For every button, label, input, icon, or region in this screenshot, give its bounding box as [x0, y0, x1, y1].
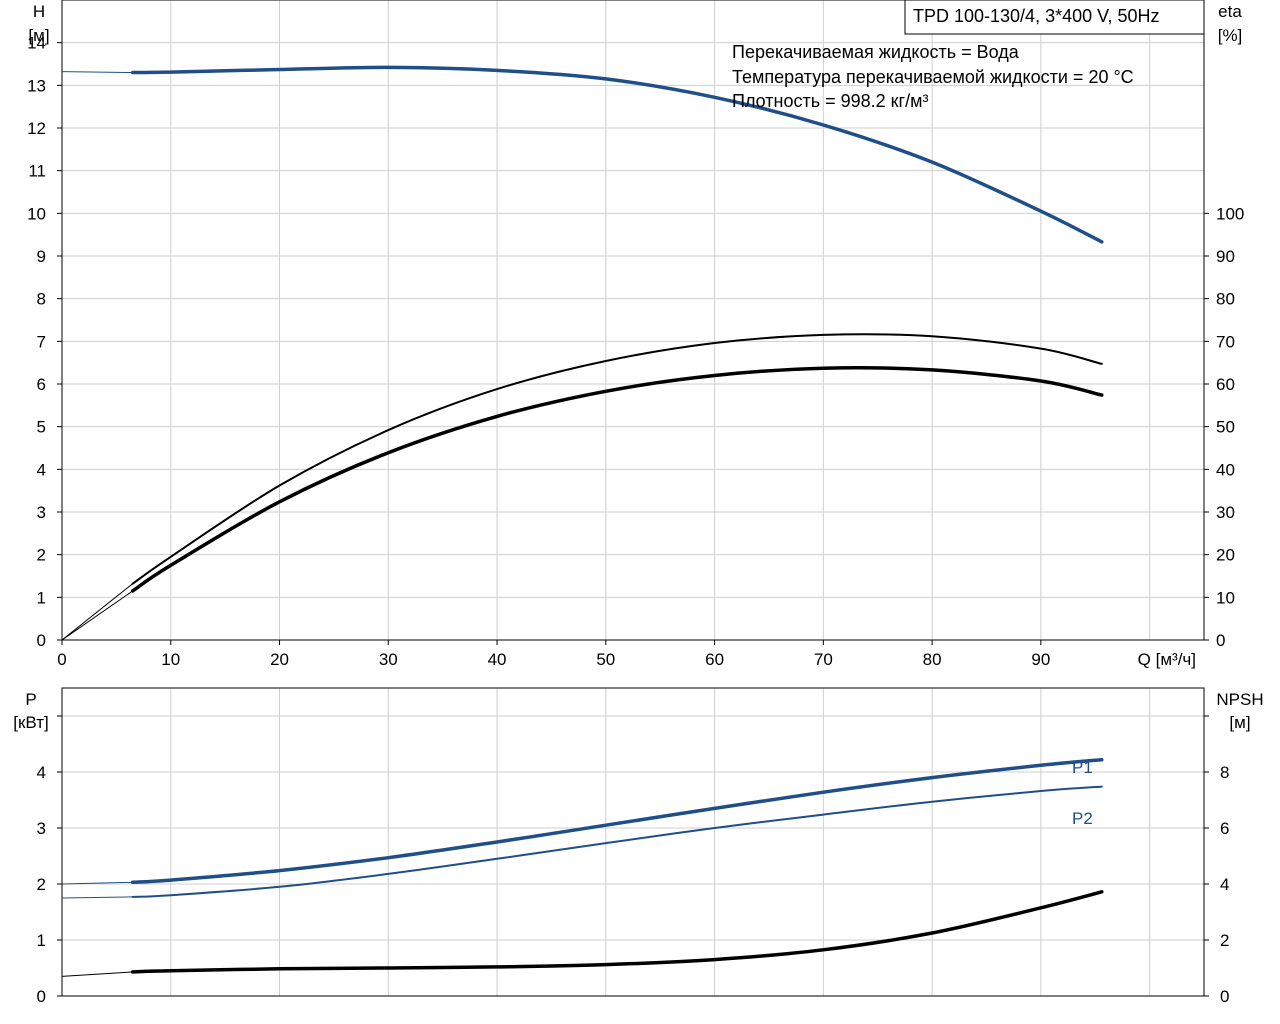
x-tick-label: 70: [814, 650, 833, 669]
y2-tick-label: 30: [1216, 503, 1235, 522]
npsh-tick-label: 6: [1220, 819, 1229, 838]
x-tick-label: 0: [57, 650, 66, 669]
title-box: [904, 0, 1205, 35]
y-tick-label: 0: [37, 631, 46, 650]
bottom-grid: [62, 688, 1204, 996]
top-series-0-line: [130, 65, 1104, 244]
y-tick-label: 10: [27, 204, 46, 223]
y-tick-label: 8: [37, 290, 46, 309]
bottom-series-1-line: [131, 785, 1103, 898]
p-tick-label: 4: [37, 763, 46, 782]
top-plot-frame: [61, 0, 1205, 641]
bottom-y2label-line2: [м]: [1229, 713, 1250, 732]
y2-tick-label: 90: [1216, 247, 1235, 266]
annotation-fluid: Перекачиваемая жидкость = Вода: [732, 42, 1020, 62]
y2-tick-label: 10: [1216, 588, 1235, 607]
x-tick-label: 60: [705, 650, 724, 669]
top-ylabel-line1: H: [33, 2, 45, 21]
bottom-series-1-extension: [61, 896, 133, 899]
y2-tick-label: 60: [1216, 375, 1235, 394]
y2-tick-label: 100: [1216, 204, 1244, 223]
y2-tick-label: 70: [1216, 332, 1235, 351]
series-label-p1: P1: [1072, 758, 1093, 777]
top-series-1-extension: [61, 583, 134, 641]
y-tick-label: 9: [37, 247, 46, 266]
x-tick-label: 30: [379, 650, 398, 669]
y-tick-label: 11: [28, 162, 46, 181]
top-series-0-extension: [61, 71, 133, 74]
annotation-density: Плотность = 998.2 кг/м³: [732, 91, 928, 111]
y2-tick-label: 80: [1216, 290, 1235, 309]
top-chart: 0 10 20 30 40 50 60 70 80 90012345678910111213140…: [27, 0, 1244, 669]
npsh-tick-label: 4: [1220, 875, 1229, 894]
y-tick-label: 6: [37, 375, 46, 394]
top-series-1-line: [131, 333, 1103, 585]
y2-tick-label: 50: [1216, 418, 1235, 437]
npsh-tick-label: 0: [1220, 987, 1229, 1006]
x-tick-label: 10: [161, 650, 180, 669]
bottom-series-0-extension: [61, 881, 133, 885]
chart-title: TPD 100-130/4, 3*400 V, 50Hz: [913, 6, 1160, 26]
bottom-plot-frame: [61, 687, 1205, 997]
bottom-y2label-line1: NPSH: [1216, 690, 1263, 709]
npsh-tick-label: 2: [1220, 931, 1229, 950]
bottom-ticks: 0 1 2 3 4 0 2 4 6 8: [37, 715, 1229, 1006]
y-tick-label: 1: [37, 588, 46, 607]
bottom-ylabel-line2: [кВт]: [13, 713, 48, 732]
y2-tick-label: 20: [1216, 546, 1235, 565]
p-tick-label: 1: [37, 931, 46, 950]
y-tick-label: 14: [27, 34, 46, 53]
x-tick-label: 50: [596, 650, 615, 669]
bottom-series-0-line: [130, 757, 1104, 885]
bottom-series: [61, 757, 1104, 977]
top-y2label-line1: eta: [1218, 2, 1242, 21]
x-tick-label: 40: [488, 650, 507, 669]
top-xlabel: Q [м³/ч]: [1138, 650, 1196, 669]
bottom-series-2-extension: [61, 971, 133, 977]
bottom-chart: 0 1 2 3 4 0 2 4 6 8 P [кВт] NPSH [м] P1 P2: [13, 687, 1264, 1006]
top-grid: [62, 0, 1204, 640]
top-ticks: 0 10 20 30 40 50 60 70 80 90012345678910111213140…: [27, 34, 1244, 669]
y2-tick-label: 40: [1216, 460, 1235, 479]
x-tick-label: 90: [1031, 650, 1050, 669]
p-tick-label: 2: [37, 875, 46, 894]
y-tick-label: 13: [27, 76, 46, 95]
top-series-2-extension: [61, 590, 133, 641]
x-tick-label: 80: [923, 650, 942, 669]
y2-tick-label: 0: [1216, 631, 1225, 650]
y-tick-label: 3: [37, 503, 46, 522]
x-tick-label: 20: [270, 650, 289, 669]
p-tick-label: 0: [37, 987, 46, 1006]
y-tick-label: 2: [37, 546, 46, 565]
series-label-p2: P2: [1072, 809, 1093, 828]
y-tick-label: 4: [37, 460, 46, 479]
top-y2label-line2: [%]: [1218, 26, 1243, 45]
npsh-tick-label: 8: [1220, 763, 1229, 782]
bottom-series-2-line: [130, 890, 1104, 974]
y-tick-label: 5: [37, 418, 46, 437]
annotation-temperature: Температура перекачиваемой жидкости = 20…: [732, 67, 1134, 87]
y-tick-label: 12: [27, 119, 46, 138]
top-ylabel-line2: [м]: [28, 26, 49, 45]
top-series-2-line: [130, 366, 1104, 593]
top-series: [61, 65, 1104, 641]
y-tick-label: 7: [37, 332, 46, 351]
p-tick-label: 3: [37, 819, 46, 838]
bottom-ylabel-line1: P: [25, 690, 36, 709]
